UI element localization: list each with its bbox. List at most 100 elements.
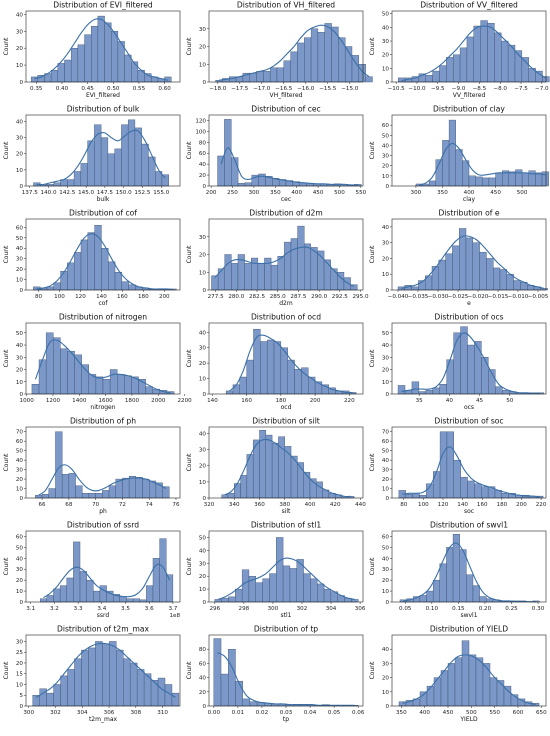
- x-tick-label: 0.06: [352, 710, 365, 716]
- x-tick-label: −0.015: [488, 294, 509, 300]
- x-tick-label: −0.030: [428, 294, 449, 300]
- histogram-bar: [270, 264, 278, 291]
- kde-line: [214, 246, 355, 287]
- histogram-bar: [316, 481, 323, 499]
- histogram-bar: [513, 280, 521, 291]
- kde-line: [43, 563, 171, 599]
- histogram-bar: [535, 172, 543, 187]
- y-tick-label: 0: [385, 496, 389, 502]
- x-tick-label: 292.5: [332, 294, 348, 300]
- histogram-bar: [287, 359, 295, 395]
- x-axis-label: soc: [464, 508, 474, 515]
- histogram-bar: [466, 36, 474, 83]
- histogram-bar: [102, 379, 111, 395]
- x-tick-label: 308: [130, 710, 141, 716]
- histogram-bar: [246, 359, 254, 395]
- kde-line: [401, 235, 545, 289]
- histogram-bar: [324, 23, 332, 83]
- histogram-bar: [102, 490, 110, 499]
- x-tick-label: 400: [291, 190, 302, 196]
- y-tick-label: 20: [382, 578, 390, 584]
- y-tick-label: 10: [382, 66, 390, 72]
- x-axis-label: tp: [283, 716, 289, 723]
- histogram-panel-2: Distribution of VV_filtered −10.5 −10.0 −9.…: [369, 1, 550, 99]
- x-tick-label: 0.15: [452, 606, 465, 612]
- x-tick-label: 0.40: [56, 86, 69, 92]
- histogram-bar: [116, 649, 124, 707]
- histogram-bar: [102, 643, 110, 707]
- y-tick-label: 30: [199, 235, 207, 241]
- histogram-bar: [432, 471, 441, 499]
- plot-frame: [25, 426, 181, 499]
- x-tick-label: −0.005: [528, 294, 549, 300]
- histogram-bar: [432, 579, 440, 603]
- y-tick-label: 20: [382, 676, 390, 682]
- y-tick-label: 20: [199, 690, 207, 696]
- x-tick-label: 282.5: [249, 294, 265, 300]
- histogram-bar: [81, 649, 89, 707]
- y-tick-label: 40: [16, 119, 24, 125]
- histogram-bar: [455, 149, 463, 187]
- y-tick-label: 0: [202, 80, 206, 86]
- y-tick-label: 30: [16, 567, 24, 573]
- x-tick-label: −16.5: [275, 86, 293, 92]
- histogram-bar: [425, 390, 433, 395]
- histogram-bar: [75, 485, 83, 499]
- x-tick-label: 295.0: [353, 294, 369, 300]
- histogram-bar: [323, 259, 331, 291]
- x-tick-label: 100: [54, 294, 65, 300]
- histogram-bar: [442, 140, 450, 187]
- plot-frame: [208, 426, 364, 499]
- y-tick-label: 10: [16, 168, 24, 174]
- x-tick-label: 142.5: [59, 190, 75, 196]
- histogram-bar: [73, 252, 82, 291]
- y-tick-label: 0: [385, 704, 389, 710]
- histogram-panel-10: Distribution of ocd 140 160 180 200 220 0 10 20 3…: [186, 313, 364, 411]
- histogram-bar: [265, 434, 273, 499]
- x-tick-label: 80: [35, 294, 43, 300]
- histogram-bar: [487, 23, 495, 83]
- x-tick-label: 147.5: [97, 190, 113, 196]
- histogram-bar: [48, 488, 56, 499]
- y-tick-label: 0: [385, 288, 389, 294]
- y-tick-label: 50: [382, 12, 390, 18]
- histogram-bar: [95, 376, 104, 395]
- histogram-bar: [108, 261, 116, 291]
- x-tick-label: 200: [310, 398, 321, 404]
- histogram-panel-6: Distribution of cof 80 100 120 140 160 180 200 0…: [3, 209, 181, 307]
- x-tick-label: 220: [536, 502, 547, 508]
- y-tick-label: 100: [195, 129, 206, 135]
- histogram-bar: [284, 241, 292, 291]
- histogram-panel-0: Distribution of EVI_filtered 0.35 0.40 0.45…: [3, 1, 181, 99]
- chart-title: Distribution of stl1: [251, 521, 321, 530]
- histogram-bar: [440, 670, 449, 707]
- histogram-bar: [77, 44, 85, 83]
- x-tick-label: 3.4: [97, 606, 106, 612]
- x-tick-label: 1000: [20, 398, 35, 404]
- x-tick-label: 0.00: [208, 710, 221, 716]
- histogram-bar: [453, 332, 461, 395]
- x-axis-label: t2m_max: [89, 716, 118, 723]
- x-tick-label: 450: [443, 710, 454, 716]
- y-tick-label: 10: [199, 587, 207, 593]
- x-tick-label: 310: [157, 710, 168, 716]
- y-tick-label: 20: [16, 368, 24, 374]
- plot-frame: [391, 426, 547, 499]
- plot-frame: [25, 634, 181, 707]
- histogram-bar: [454, 657, 463, 707]
- x-tick-label: −0.040: [388, 294, 409, 300]
- histogram-bar: [55, 431, 63, 499]
- histogram-bar: [41, 494, 49, 499]
- histogram-bar: [310, 28, 319, 83]
- histogram-bar: [466, 574, 474, 603]
- x-tick-label: 0.04: [304, 710, 317, 716]
- y-tick-label: 30: [16, 639, 24, 645]
- x-tick-label: 45: [476, 398, 484, 404]
- y-tick-label: 60: [16, 225, 24, 231]
- histogram-bar: [515, 169, 523, 187]
- histogram-bar: [481, 486, 489, 499]
- x-tick-label: −0.025: [448, 294, 469, 300]
- histogram-panel-1: Distribution of VH_filtered −18.0 −17.5 −17…: [186, 1, 373, 99]
